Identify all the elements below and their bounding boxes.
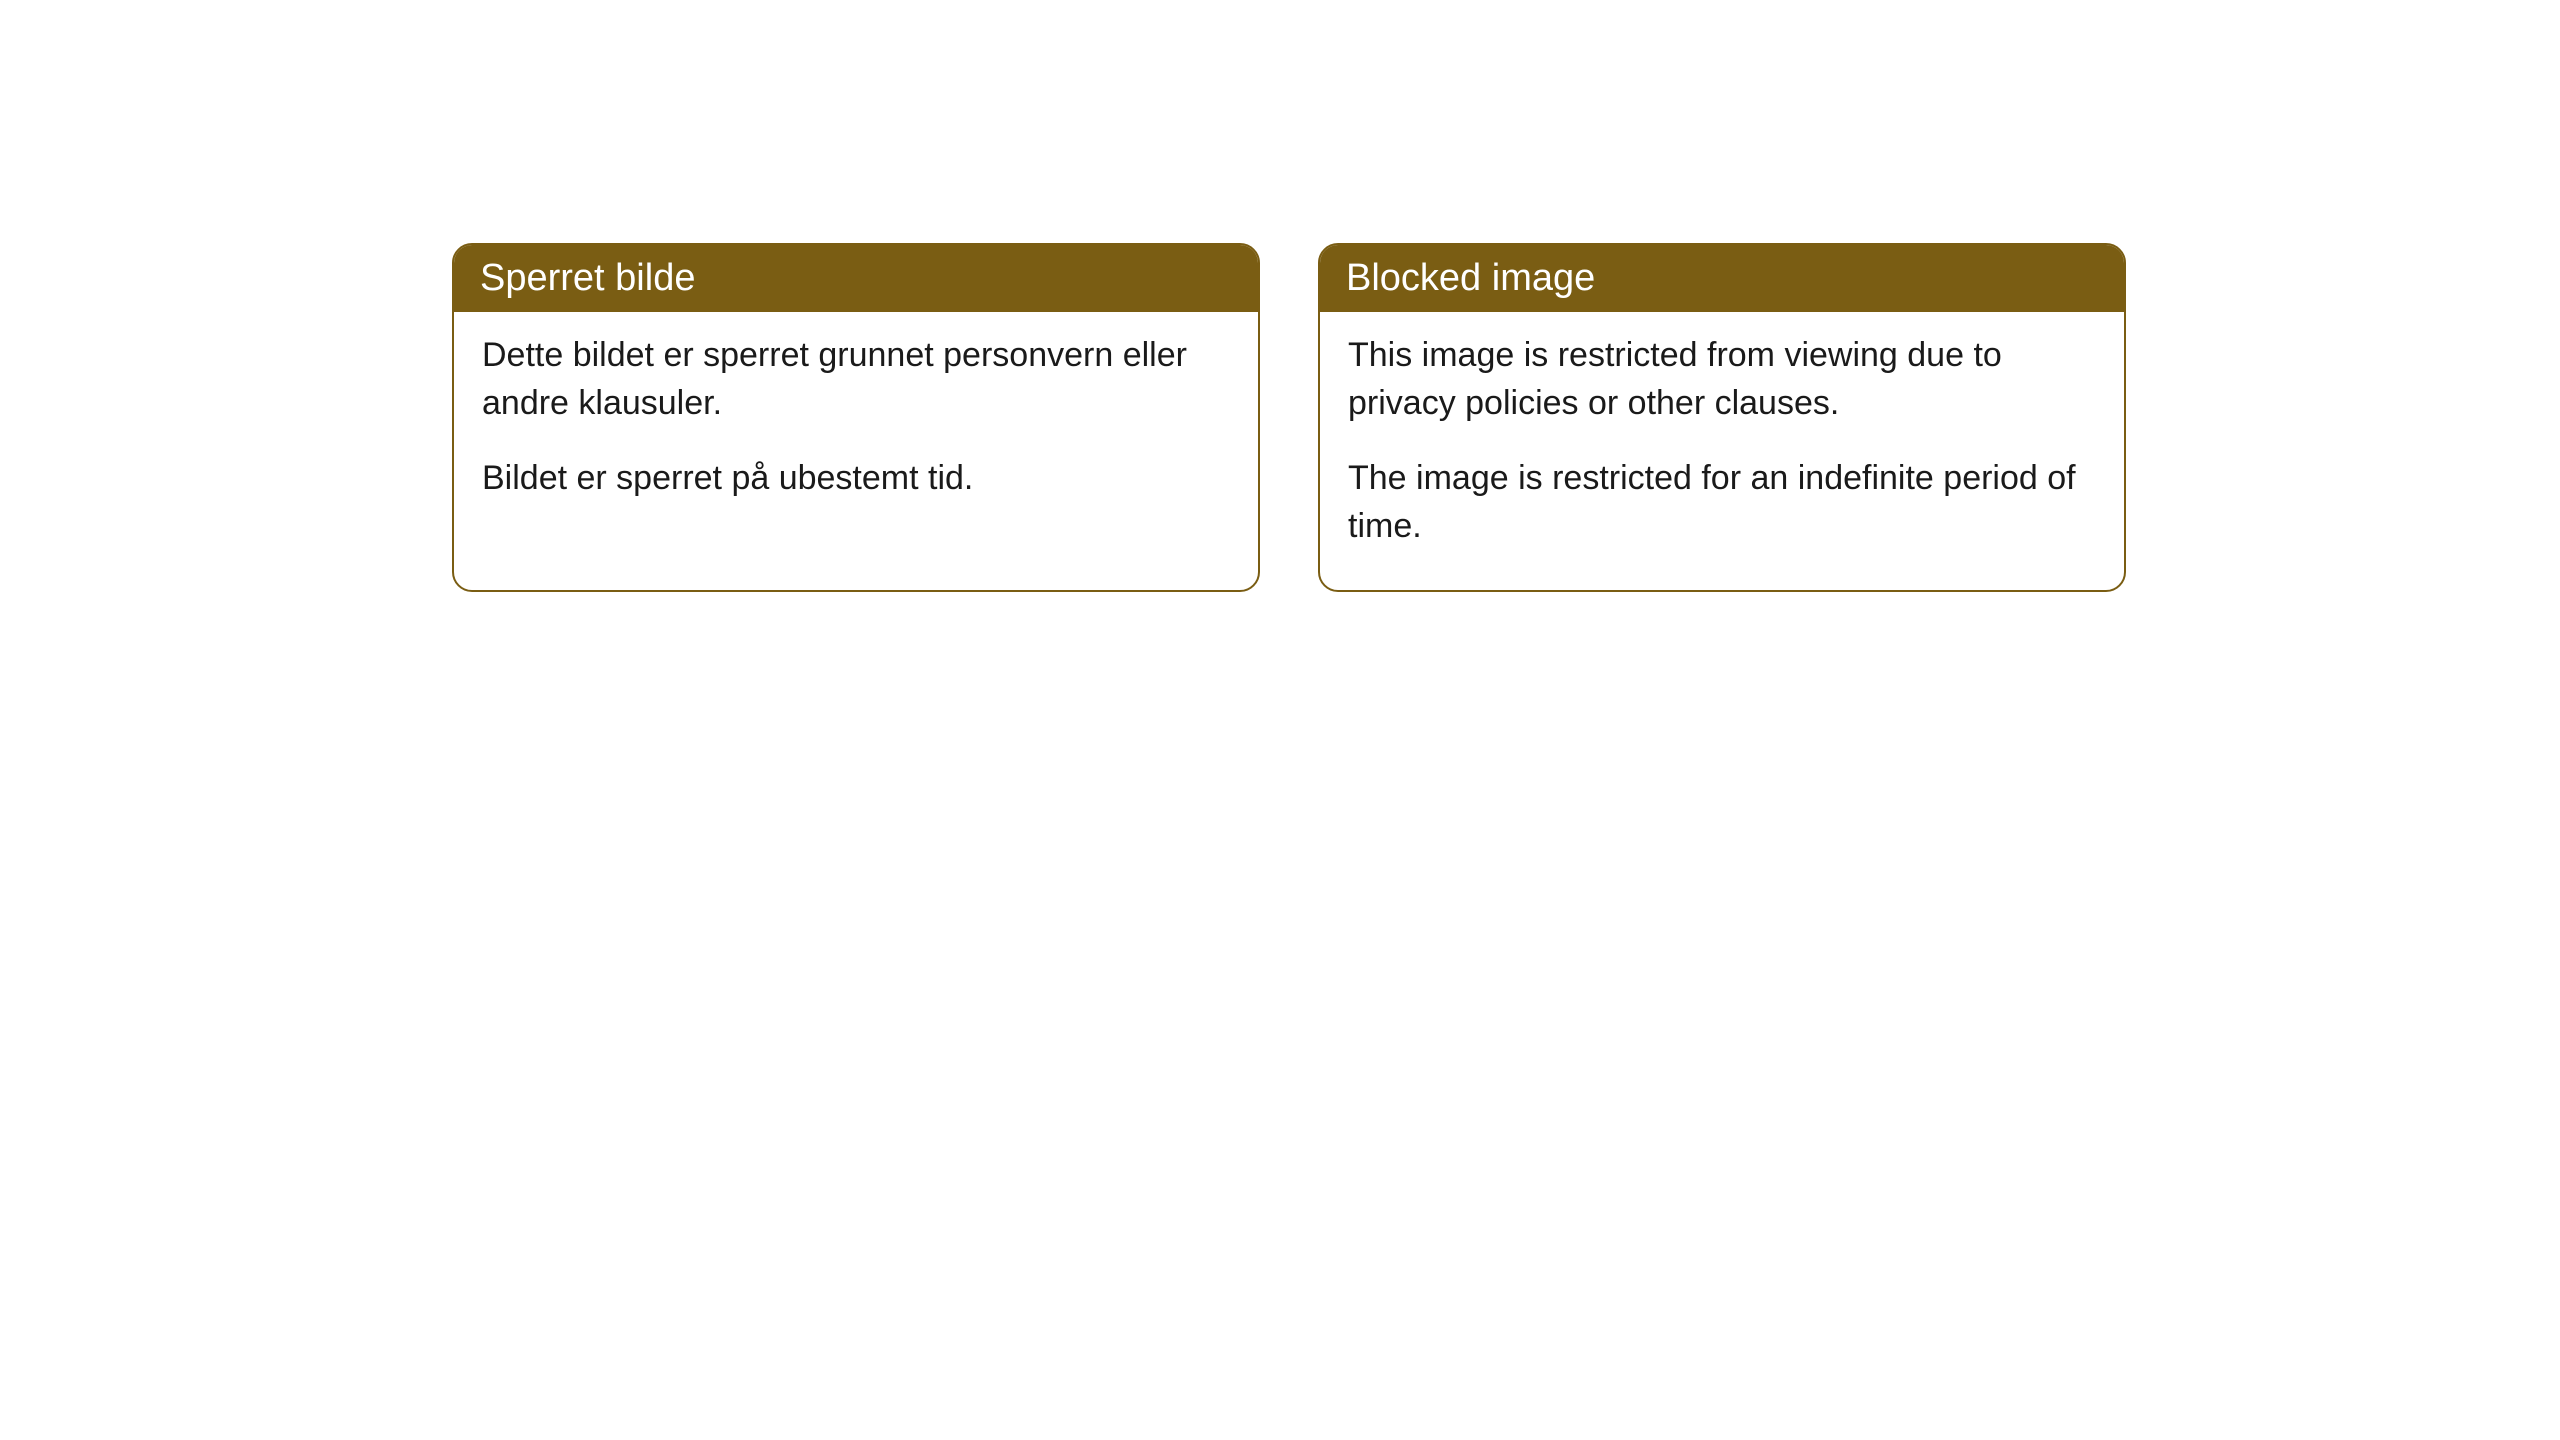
card-paragraph-1: Dette bildet er sperret grunnet personve…	[482, 332, 1230, 427]
card-header-english: Blocked image	[1320, 245, 2124, 312]
card-paragraph-2: The image is restricted for an indefinit…	[1348, 455, 2096, 550]
card-paragraph-2: Bildet er sperret på ubestemt tid.	[482, 455, 1230, 503]
card-paragraph-1: This image is restricted from viewing du…	[1348, 332, 2096, 427]
card-title: Sperret bilde	[480, 257, 695, 299]
cards-container: Sperret bilde Dette bildet er sperret gr…	[452, 243, 2126, 592]
card-title: Blocked image	[1346, 257, 1595, 299]
card-header-norwegian: Sperret bilde	[454, 245, 1258, 312]
card-norwegian: Sperret bilde Dette bildet er sperret gr…	[452, 243, 1260, 592]
card-body-norwegian: Dette bildet er sperret grunnet personve…	[454, 312, 1258, 543]
card-body-english: This image is restricted from viewing du…	[1320, 312, 2124, 590]
card-english: Blocked image This image is restricted f…	[1318, 243, 2126, 592]
